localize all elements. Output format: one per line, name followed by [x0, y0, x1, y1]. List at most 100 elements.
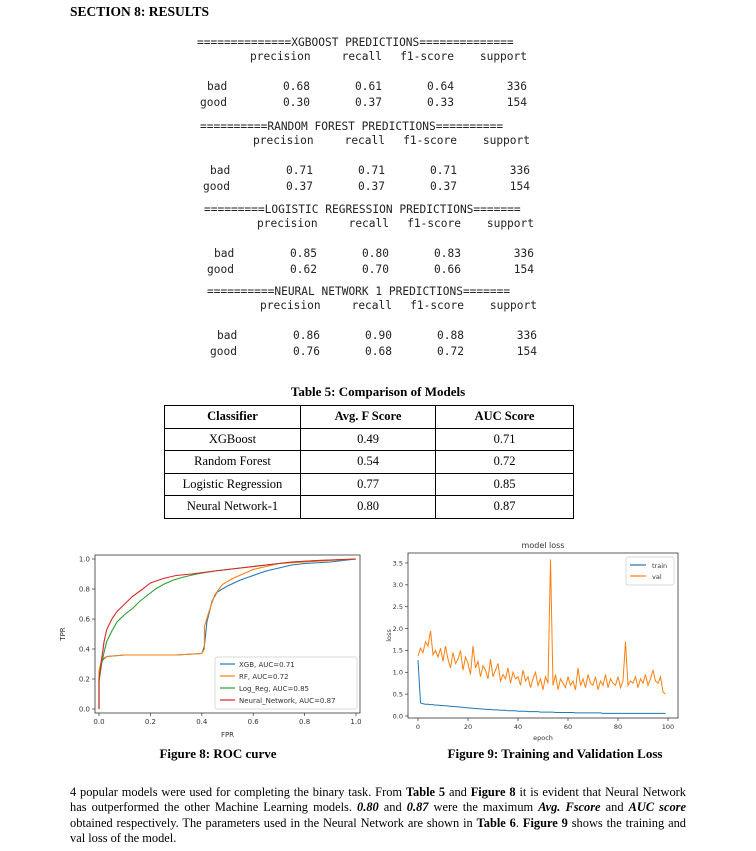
report-support: 154 [509, 180, 530, 193]
ref-figure-8: Figure 8 [470, 785, 516, 799]
x-axis-label: epoch [533, 734, 553, 742]
header-avg-f-score: Avg. F Score [300, 405, 436, 429]
report-column-header: f1-score [400, 50, 454, 63]
emph-value: 0.80 [357, 800, 379, 815]
legend-entry: XGB, AUC=0.71 [239, 661, 295, 669]
report-precision: 0.85 [290, 247, 317, 260]
cell-classifier: Random Forest [164, 450, 301, 474]
report-precision: 0.30 [283, 96, 310, 109]
x-tick-label: 0.2 [145, 718, 156, 726]
x-tick-label: 0 [416, 723, 420, 731]
report-recall: 0.61 [355, 80, 382, 93]
report-column-header: recall [351, 299, 392, 312]
x-tick-label: 100 [662, 723, 674, 731]
report-f1: 0.71 [430, 164, 457, 177]
loss-figure-caption: Figure 9: Training and Validation Loss [447, 746, 663, 761]
report-column-header: precision [257, 217, 318, 230]
legend-box [214, 656, 358, 710]
report-recall: 0.70 [362, 263, 389, 276]
report-f1: 0.83 [434, 247, 461, 260]
legend-entry: train [652, 562, 667, 570]
report-column-header: f1-score [403, 134, 457, 147]
emph-metric: Avg. Fscore [538, 800, 601, 815]
loss-series-line [417, 659, 666, 714]
y-tick-label: 2.5 [393, 603, 403, 611]
paragraph-text: . [515, 815, 523, 830]
report-f1: 0.64 [427, 80, 454, 93]
report-precision: 0.71 [286, 164, 313, 177]
report-class-label: good [200, 96, 227, 109]
table-caption: Table 5: Comparison of Models [290, 384, 466, 399]
report-f1: 0.33 [427, 96, 454, 109]
table-row: Random Forest 0.54 0.72 [164, 450, 574, 474]
y-tick-label: 1.0 [393, 669, 403, 677]
chart-title: model loss [522, 541, 565, 550]
x-tick-label: 60 [564, 723, 572, 731]
report-banner: ==========RANDOM FOREST PREDICTIONS=====… [200, 120, 504, 133]
report-class-label: good [210, 345, 237, 358]
report-recall: 0.80 [362, 247, 389, 260]
paragraph-text: shows the training and val loss of the m… [70, 815, 686, 846]
report-recall: 0.90 [365, 329, 392, 342]
report-column-header: recall [341, 50, 382, 63]
x-tick-label: 80 [614, 723, 622, 731]
ref-figure-9: Figure 9 [522, 815, 568, 830]
cell-avg-f-score: 0.54 [300, 450, 436, 474]
report-precision: 0.68 [283, 80, 310, 93]
report-precision: 0.62 [290, 263, 317, 276]
y-tick-label: 0.8 [79, 586, 90, 594]
y-axis-label: TPR [59, 627, 67, 641]
table-header-row: Classifier Avg. F Score AUC Score [164, 405, 574, 429]
x-tick-label: 0.8 [299, 718, 310, 726]
y-tick-label: 2.0 [393, 625, 403, 633]
paragraph-text: and [445, 785, 471, 799]
emph-metric: AUC score [628, 800, 686, 815]
y-tick-label: 3.0 [393, 581, 403, 589]
header-auc-score: AUC Score [435, 405, 574, 429]
paragraph-text: 4 popular models were used for completin… [70, 785, 406, 799]
report-support: 154 [516, 345, 537, 358]
legend-entry: Log_Reg, AUC=0.85 [239, 685, 309, 693]
report-f1: 0.72 [437, 345, 464, 358]
cell-avg-f-score: 0.49 [300, 427, 436, 451]
report-banner: =========LOGISTIC REGRESSION PREDICTIONS… [204, 203, 521, 216]
legend-box [625, 556, 675, 586]
paragraph-text: obtained respectively. The parameters us… [70, 815, 477, 830]
table-row: XGBoost 0.49 0.71 [164, 427, 574, 451]
loss-series-line [417, 559, 666, 695]
cell-classifier: XGBoost [164, 427, 301, 451]
paragraph-text: and [600, 800, 629, 815]
report-precision: 0.76 [293, 345, 320, 358]
y-tick-label: 0.0 [79, 706, 90, 714]
report-column-header: support [489, 299, 537, 312]
paragraph-text: and [378, 800, 407, 815]
plot-frame [407, 552, 679, 719]
report-banner: ==============XGBOOST PREDICTIONS=======… [197, 36, 514, 49]
roc-figure-caption: Figure 8: ROC curve [159, 746, 277, 761]
ref-table-6: Table 6 [476, 815, 516, 830]
report-recall: 0.37 [358, 180, 385, 193]
section-title: SECTION 8: RESULTS [70, 4, 210, 19]
y-tick-label: 1.0 [79, 556, 90, 564]
x-tick-label: 0.4 [196, 718, 208, 726]
y-tick-label: 3.5 [393, 559, 403, 567]
roc-curve-chart: 0.0 0.2 0.4 0.6 0.8 1.0 0.0 0.2 0.4 0.6 0.8 1.0 FPR T… [59, 554, 362, 739]
legend-entry: Neural_Network, AUC=0.87 [239, 697, 336, 705]
roc-series-line [98, 558, 357, 709]
x-tick-label: 1.0 [350, 718, 361, 726]
x-tick-label: 20 [464, 723, 472, 731]
report-support: 336 [506, 80, 527, 93]
paragraph-text: were the maximum [428, 800, 539, 815]
report-class-label: bad [217, 329, 238, 342]
paragraph-text: it is evident that Neural Network has ou… [70, 785, 686, 815]
report-recall: 0.71 [358, 164, 385, 177]
y-tick-label: 0.5 [393, 690, 403, 698]
report-recall: 0.37 [355, 96, 382, 109]
report-f1: 0.37 [430, 180, 457, 193]
legend-entry: RF, AUC=0.72 [239, 673, 289, 681]
report-column-header: f1-score [410, 299, 464, 312]
report-column-header: precision [260, 299, 321, 312]
cell-classifier: Neural Network-1 [164, 495, 301, 519]
ref-table-5: Table 5 [405, 785, 446, 799]
y-tick-label: 0.0 [393, 712, 403, 720]
